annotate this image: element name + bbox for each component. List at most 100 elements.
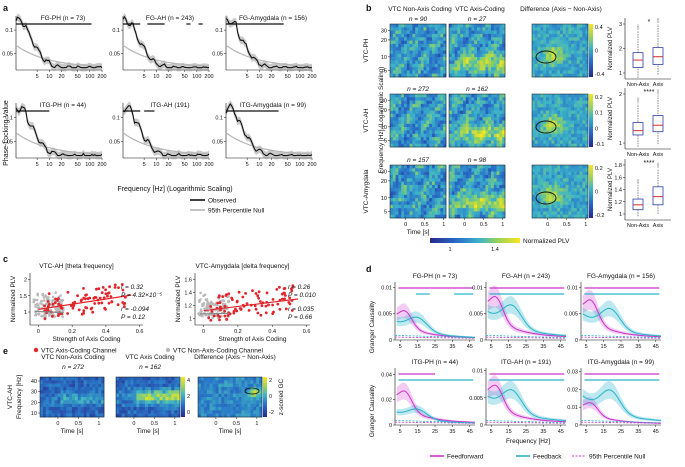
- heatmap-cell: [253, 403, 257, 408]
- heatmap-cell: [463, 53, 467, 58]
- heatmap-cell: [415, 120, 419, 125]
- heatmap-cell: [412, 63, 416, 68]
- heatmap-cell: [66, 413, 70, 418]
- c-point-non-axis: [39, 302, 42, 305]
- c-point-non-axis: [54, 291, 57, 295]
- heatmap-cell: [534, 188, 538, 192]
- heatmap-frame: [448, 164, 506, 219]
- heatmap-cell: [582, 137, 586, 141]
- heatmap-cell: [548, 94, 552, 98]
- heatmap-cell: [574, 191, 578, 196]
- c-point-non-axis: [227, 299, 230, 303]
- heatmap-cell: [534, 201, 538, 205]
- heatmap-cell: [582, 123, 586, 128]
- heatmap-cell: [560, 33, 564, 38]
- heatmap-cell: [159, 410, 163, 414]
- heatmap-cell: [582, 178, 586, 182]
- heatmap-cell: [80, 377, 84, 381]
- d-xtick-label: 45: [653, 429, 659, 435]
- heatmap-cell: [165, 403, 169, 408]
- heatmap-cell: [477, 198, 481, 202]
- heatmap-cell: [401, 174, 405, 179]
- heatmap-cell: [227, 410, 231, 414]
- heatmap-cell: [45, 410, 49, 414]
- heatmap-cell: [390, 194, 394, 199]
- heatmap-cell: [420, 110, 424, 115]
- heatmap-cell: [150, 413, 155, 418]
- heatmap-cell: [420, 143, 424, 148]
- heatmap-cell: [554, 63, 558, 68]
- heatmap-cell: [390, 53, 394, 58]
- heatmap-cell: [406, 70, 410, 74]
- heatmap-cell: [502, 178, 506, 182]
- c-point-axis: [283, 297, 286, 301]
- heatmap-cell: [42, 400, 47, 404]
- heatmap-cell: [101, 407, 105, 411]
- heatmap-cell: [241, 380, 245, 384]
- heatmap-cell: [502, 50, 506, 55]
- heatmap-cell: [576, 24, 580, 28]
- heatmap-cell: [390, 24, 394, 28]
- heatmap-cell: [482, 184, 486, 189]
- heatmap-cell: [80, 387, 84, 391]
- heatmap-cell: [454, 43, 458, 48]
- heatmap-cell: [395, 100, 399, 105]
- heatmap-cell: [426, 120, 430, 125]
- heatmap-cell: [543, 47, 547, 51]
- heatmap-cell: [463, 113, 467, 118]
- heatmap-cell: [537, 33, 541, 38]
- heatmap-cell: [502, 201, 506, 205]
- heatmap-cell: [457, 24, 461, 28]
- heatmap-cell: [582, 133, 586, 138]
- heatmap-cell: [415, 27, 419, 31]
- heatmap-cell: [241, 400, 245, 404]
- heatmap-cell: [534, 50, 538, 55]
- heatmap-cell: [392, 130, 396, 134]
- c-point-axis: [104, 307, 107, 311]
- heatmap-cell: [557, 27, 561, 31]
- c-point-axis: [259, 300, 262, 303]
- heatmap-cell: [499, 43, 503, 48]
- heatmap-cell: [496, 43, 500, 48]
- heatmap-cell: [253, 397, 257, 401]
- d-ytick-label: 0: [389, 338, 392, 344]
- d-null-line: [580, 334, 662, 339]
- heatmap-cell: [80, 400, 84, 404]
- heatmap-cell: [457, 73, 461, 78]
- heatmap-cell: [420, 107, 424, 111]
- heatmap-cell: [532, 30, 536, 35]
- heatmap-cell: [89, 390, 93, 394]
- heatmap-cell: [457, 208, 461, 212]
- heatmap-cell: [98, 393, 102, 398]
- heatmap-cell: [482, 168, 486, 172]
- heatmap-cell: [426, 30, 430, 35]
- heatmap-cell: [579, 117, 583, 121]
- heatmap-cell: [574, 178, 578, 182]
- heatmap-cell: [585, 94, 589, 98]
- heatmap-cell: [145, 400, 149, 404]
- heatmap-cell: [92, 393, 96, 398]
- heatmap-cell: [491, 47, 495, 51]
- heatmap-cell: [412, 37, 416, 41]
- heatmap-cell: [557, 198, 561, 202]
- heatmap-cell: [576, 168, 580, 172]
- heatmap-cell: [582, 24, 586, 28]
- heatmap-cell: [551, 107, 555, 111]
- heatmap-cell: [468, 130, 472, 134]
- heatmap-cell: [568, 94, 572, 98]
- heatmap-cell: [259, 383, 263, 388]
- heatmap-cell: [482, 33, 486, 38]
- heatmap-cell: [471, 107, 475, 111]
- heatmap-cell: [418, 117, 422, 121]
- heatmap-cell: [537, 37, 541, 41]
- heatmap-cell: [171, 403, 175, 408]
- heatmap-cell: [412, 100, 416, 105]
- heatmap-cell: [440, 204, 444, 209]
- heatmap-cell: [551, 70, 555, 74]
- heatmap-cell: [449, 188, 453, 192]
- heatmap-cell: [491, 123, 495, 128]
- heatmap-cell: [546, 94, 550, 98]
- c-point-non-axis: [37, 313, 41, 316]
- c-point-axis: [291, 284, 295, 287]
